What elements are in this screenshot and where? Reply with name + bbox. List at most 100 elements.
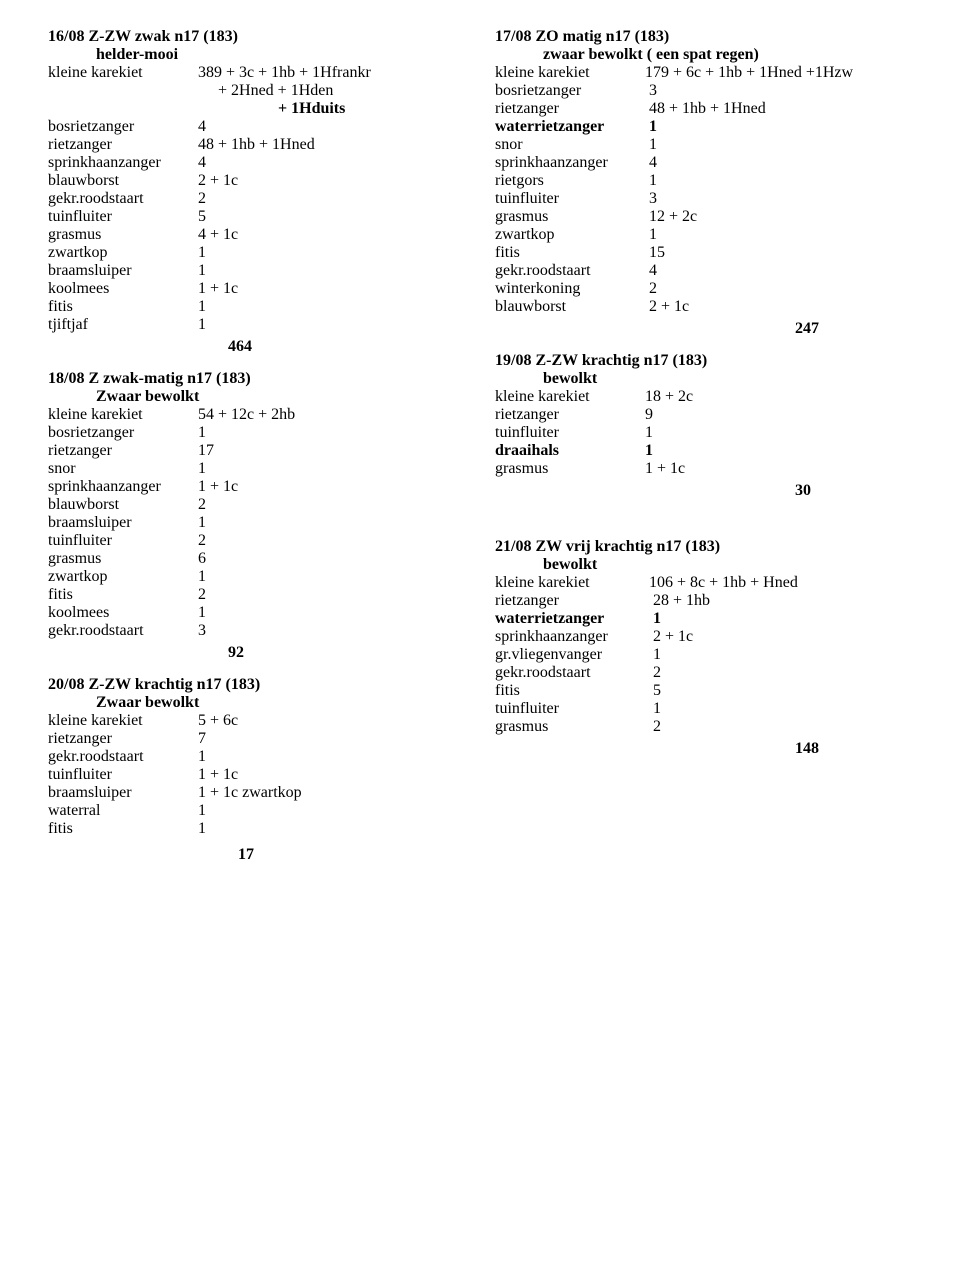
data-row: grasmus1 + 1c xyxy=(495,460,912,478)
data-row: grasmus 12 + 2c xyxy=(495,208,912,226)
row-value: 18 + 2c xyxy=(645,388,693,406)
row-value: 1 xyxy=(645,610,661,628)
row-label: grasmus xyxy=(495,718,645,736)
section-block: 18/08 Z zwak-matig n17 (183)Zwaar bewolk… xyxy=(48,370,465,662)
data-row: tuinfluiter 3 xyxy=(495,190,912,208)
row-label xyxy=(48,82,198,100)
section-title: 21/08 ZW vrij krachtig n17 (183) xyxy=(495,538,912,556)
row-value: 3 xyxy=(645,190,657,208)
row-value: 4 xyxy=(645,154,657,172)
data-row: waterrietzanger 1 xyxy=(495,118,912,136)
row-value: 1 xyxy=(645,646,661,664)
data-row: winterkoning 2 xyxy=(495,280,912,298)
data-row: gekr.roodstaart1 xyxy=(48,748,465,766)
section-total: 92 xyxy=(48,644,465,662)
section-total: 30 xyxy=(495,482,912,500)
row-label: gekr.roodstaart xyxy=(48,190,198,208)
data-row: tuinfluiter1 xyxy=(495,424,912,442)
row-value: 6 xyxy=(198,550,206,568)
row-label: rietzanger xyxy=(495,592,645,610)
data-row: blauwborst2 + 1c xyxy=(48,172,465,190)
row-label: tjiftjaf xyxy=(48,316,198,334)
row-value: 389 + 3c + 1hb + 1Hfrankr xyxy=(198,64,371,82)
data-row: + 2Hned + 1Hden xyxy=(48,82,465,100)
row-label: tuinfluiter xyxy=(48,532,198,550)
row-value: 1 xyxy=(645,700,661,718)
data-row: fitis2 xyxy=(48,586,465,604)
data-row: grasmus6 xyxy=(48,550,465,568)
row-label: sprinkhaanzanger xyxy=(495,154,645,172)
row-label: blauwborst xyxy=(48,496,198,514)
row-label: koolmees xyxy=(48,604,198,622)
row-label: zwartkop xyxy=(495,226,645,244)
row-value: 1 xyxy=(198,262,206,280)
row-label: fitis xyxy=(495,244,645,262)
row-label: grasmus xyxy=(48,226,198,244)
data-row: rietgors 1 xyxy=(495,172,912,190)
row-label: snor xyxy=(48,460,198,478)
row-label: kleine karekiet xyxy=(48,64,198,82)
row-value: 1 xyxy=(198,568,206,586)
section-block: 21/08 ZW vrij krachtig n17 (183)bewolktk… xyxy=(495,538,912,758)
section-title: 18/08 Z zwak-matig n17 (183) xyxy=(48,370,465,388)
row-value: 2 xyxy=(645,718,661,736)
row-label: rietzanger xyxy=(495,100,645,118)
section-subtitle: bewolkt xyxy=(495,370,912,388)
data-row: tuinfluiter1 + 1c xyxy=(48,766,465,784)
data-row: gekr.roodstaart 2 xyxy=(495,664,912,682)
row-label: braamsluiper xyxy=(48,784,198,802)
data-row: rietzanger48 + 1hb + 1Hned xyxy=(48,136,465,154)
row-value: 4 xyxy=(198,118,206,136)
row-label: waterrietzanger xyxy=(495,610,645,628)
data-row: tuinfluiter2 xyxy=(48,532,465,550)
data-row: zwartkop1 xyxy=(48,244,465,262)
row-label: sprinkhaanzanger xyxy=(48,478,198,496)
row-value: 1 xyxy=(645,136,657,154)
data-row: rietzanger17 xyxy=(48,442,465,460)
data-row: rietzanger 28 + 1hb xyxy=(495,592,912,610)
data-row: braamsluiper1 + 1c zwartkop xyxy=(48,784,465,802)
row-label: grasmus xyxy=(495,208,645,226)
row-value: 5 xyxy=(645,682,661,700)
row-label: tuinfluiter xyxy=(495,700,645,718)
row-label: kleine karekiet xyxy=(48,712,198,730)
data-row: fitis1 xyxy=(48,298,465,316)
row-label: winterkoning xyxy=(495,280,645,298)
row-value: 1 + 1c zwartkop xyxy=(198,784,302,802)
row-label: blauwborst xyxy=(495,298,645,316)
data-row: rietzanger7 xyxy=(48,730,465,748)
row-value: 1 xyxy=(198,244,206,262)
data-row: blauwborst 2 + 1c xyxy=(495,298,912,316)
section-subtitle: bewolkt xyxy=(495,556,912,574)
section-total: 247 xyxy=(495,320,912,338)
row-label: gekr.roodstaart xyxy=(495,262,645,280)
row-label: rietzanger xyxy=(48,136,198,154)
row-value: 17 xyxy=(198,442,214,460)
row-label xyxy=(48,100,198,118)
row-value: 1 + 1c xyxy=(198,280,238,298)
row-label: kleine karekiet xyxy=(495,64,645,82)
row-value: 3 xyxy=(645,82,657,100)
data-row: zwartkop1 xyxy=(48,568,465,586)
row-label: gekr.roodstaart xyxy=(495,664,645,682)
row-label: koolmees xyxy=(48,280,198,298)
row-value: 9 xyxy=(645,406,653,424)
row-value: 28 + 1hb xyxy=(645,592,710,610)
row-value: 7 xyxy=(198,730,206,748)
row-value: 48 + 1hb + 1Hned xyxy=(645,100,766,118)
row-value: 3 xyxy=(198,622,206,640)
data-row: kleine karekiet54 + 12c + 2hb xyxy=(48,406,465,424)
row-label: gekr.roodstaart xyxy=(48,622,198,640)
data-row: snor 1 xyxy=(495,136,912,154)
row-label: rietgors xyxy=(495,172,645,190)
data-row: gr.vliegenvanger 1 xyxy=(495,646,912,664)
row-value: 5 xyxy=(198,208,206,226)
data-row: draaihals1 xyxy=(495,442,912,460)
section-block: 16/08 Z-ZW zwak n17 (183)helder-mooiklei… xyxy=(48,28,465,356)
row-value: 2 xyxy=(198,496,206,514)
row-value: 1 xyxy=(645,118,657,136)
row-value: 1 xyxy=(198,316,206,334)
row-value: 1 xyxy=(645,172,657,190)
row-label: fitis xyxy=(48,586,198,604)
data-row: fitis1 xyxy=(48,820,465,838)
